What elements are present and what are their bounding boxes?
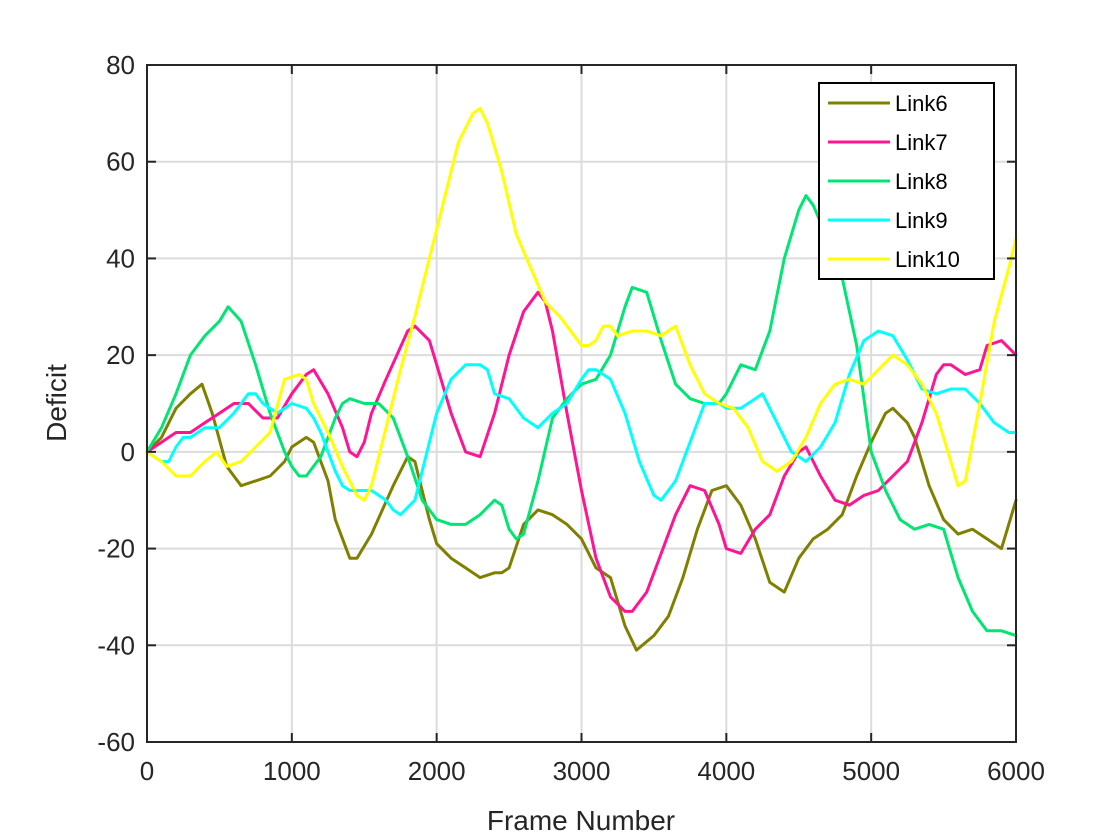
legend-label: Link9 [895, 208, 948, 233]
series-line-link7 [145, 290, 1018, 613]
plot-area [145, 107, 1018, 652]
y-tick-label: 40 [106, 243, 135, 273]
x-tick-label: 5000 [842, 756, 900, 786]
x-tick-label: 1000 [263, 756, 321, 786]
y-axis-title: Deficit [41, 364, 72, 442]
x-tick-label: 3000 [553, 756, 611, 786]
axis-ticks [146, 64, 1017, 743]
series-line-link9 [145, 329, 1018, 517]
y-tick-labels: -60 -40 -20 0 20 40 60 80 [97, 50, 135, 757]
y-tick-label: -60 [97, 727, 135, 757]
x-tick-label: 6000 [987, 756, 1045, 786]
legend: Link6 Link7 Link8 Link9 Link10 [818, 82, 995, 280]
y-tick-label: 20 [106, 340, 135, 370]
legend-label: Link6 [895, 91, 948, 116]
x-tick-label: 2000 [408, 756, 466, 786]
y-tick-label: -20 [97, 534, 135, 564]
y-tick-label: -40 [97, 630, 135, 660]
legend-label: Link8 [895, 169, 948, 194]
y-tick-label: 0 [121, 437, 135, 467]
legend-label: Link10 [895, 247, 960, 272]
series-line-link10 [145, 107, 1018, 502]
y-tick-label: 80 [106, 50, 135, 80]
x-tick-label: 4000 [697, 756, 755, 786]
x-tick-label: 0 [140, 756, 154, 786]
y-tick-label: 60 [106, 147, 135, 177]
x-axis-title: Frame Number [487, 805, 675, 836]
legend-label: Link7 [895, 130, 948, 155]
x-tick-labels: 0 1000 2000 3000 4000 5000 6000 [140, 756, 1045, 786]
series-line-link6 [145, 382, 1018, 652]
